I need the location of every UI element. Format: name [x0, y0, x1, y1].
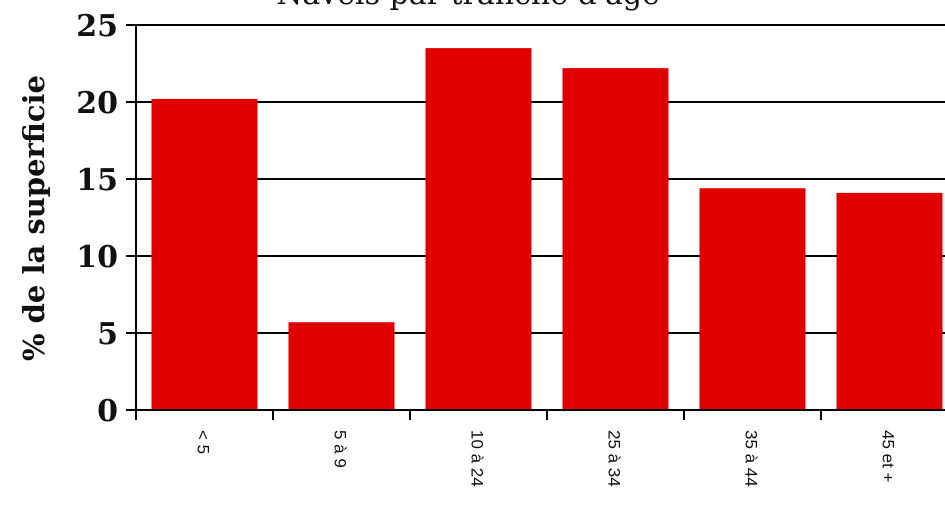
y-tick-label: 15	[76, 163, 118, 198]
x-tick-label: 10 à 24	[468, 430, 487, 487]
bars	[151, 48, 943, 411]
axes	[135, 25, 945, 411]
gridlines	[126, 24, 945, 411]
x-tick-label: 25 à 34	[605, 430, 624, 487]
y-tick-labels: 0 5 10 15 20 25	[76, 9, 118, 429]
y-tick-label: 10	[76, 240, 118, 275]
y-axis-title: % de la superficie	[17, 75, 51, 361]
bar	[836, 192, 943, 410]
bar	[562, 68, 669, 411]
x-tick-label: 45 et +	[879, 430, 898, 483]
y-tick-label: 25	[76, 9, 118, 44]
y-tick-label: 5	[97, 317, 118, 352]
x-tick-labels: < 5 5 à 9 10 à 24 25 à 34 35 à 44 45 et +	[135, 410, 898, 487]
bar	[288, 322, 395, 410]
y-tick-label: 20	[76, 86, 118, 121]
bar	[151, 98, 258, 411]
x-tick-label: < 5	[194, 430, 213, 454]
bar	[425, 48, 532, 410]
bar	[699, 188, 806, 410]
x-tick-label: 5 à 9	[331, 430, 350, 468]
y-tick-label: 0	[97, 394, 118, 429]
x-tick-label: 35 à 44	[742, 430, 761, 487]
chart-title: Navels par tranche d'âge	[276, 0, 660, 12]
